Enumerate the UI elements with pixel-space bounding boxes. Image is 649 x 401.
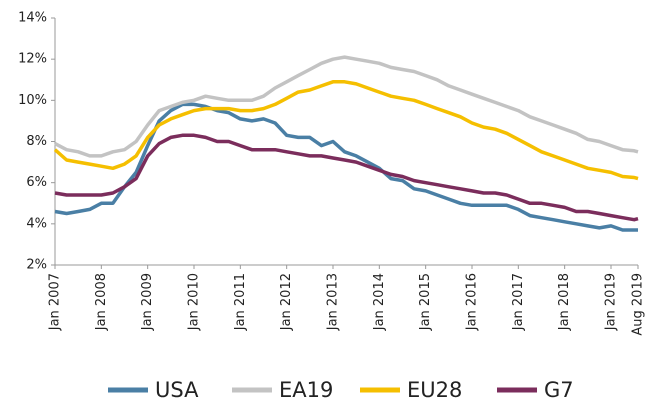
x-tick-label: Jan 2009	[140, 273, 155, 331]
x-tick-label: Jan 2012	[279, 273, 294, 331]
series-line	[54, 133, 639, 222]
y-tick-label: 8%	[26, 134, 47, 149]
y-tick-label: 4%	[26, 216, 47, 231]
x-tick-label: Jan 2015	[418, 273, 433, 331]
series-line	[53, 80, 639, 181]
x-tick-label: Jan 2019	[603, 273, 618, 331]
y-tick-label: 12%	[18, 52, 47, 67]
x-tick-label: Aug 2019	[631, 273, 646, 336]
x-tick-label: Jan 2018	[557, 273, 572, 331]
x-tick-label: Jan 2010	[186, 273, 201, 331]
x-tick-label: Jan 2014	[372, 273, 387, 331]
legend-label: G7	[544, 378, 574, 401]
legend-label: USA	[155, 378, 199, 401]
legend-label: EA19	[279, 378, 333, 401]
y-tick-label: 2%	[26, 258, 47, 273]
legend-label: EU28	[407, 378, 462, 401]
y-tick-label: 6%	[26, 175, 47, 190]
x-tick-label: Jan 2013	[325, 273, 340, 331]
x-tick-label: Jan 2011	[233, 273, 248, 331]
x-tick-label: Jan 2017	[511, 273, 526, 331]
x-tick-label: Jan 2007	[48, 273, 63, 331]
x-tick-label: Jan 2008	[94, 273, 109, 331]
y-tick-label: 14%	[18, 11, 47, 26]
x-tick-label: Jan 2016	[464, 273, 479, 331]
y-tick-label: 10%	[18, 93, 47, 108]
series-line	[54, 55, 639, 158]
